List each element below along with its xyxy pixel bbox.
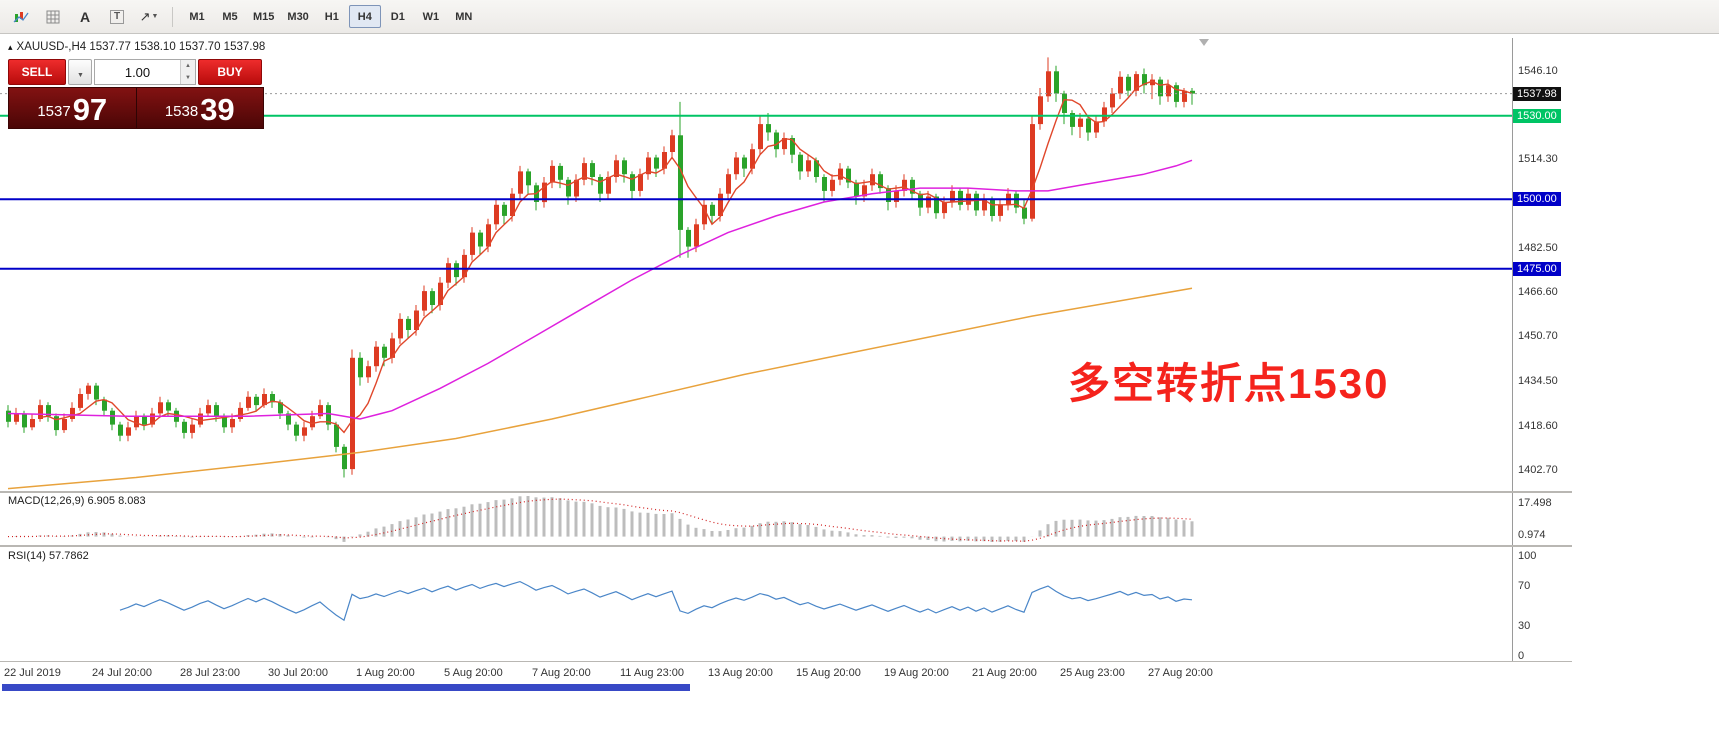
text-label-icon[interactable]: A (70, 4, 100, 30)
tf-button-m15[interactable]: M15 (253, 10, 275, 23)
chevron-down-icon: ▼ (151, 13, 159, 20)
macd-label: MACD(12,26,9) 6.905 8.083 (8, 495, 146, 507)
date-label: 24 Jul 20:00 (92, 667, 152, 679)
date-axis-border (0, 661, 1572, 662)
toolbar-separator (172, 6, 173, 27)
price-tag: 1530.00 (1513, 109, 1561, 123)
chevron-down-icon: ▼ (77, 71, 84, 79)
sell-price-pips: 97 (72, 92, 108, 127)
chart-header: ▴ XAUUSD-,H4 1537.77 1538.10 1537.70 1537… (8, 41, 265, 53)
buy-button[interactable]: BUY (198, 59, 262, 85)
sell-price-main: 1537 (37, 103, 71, 120)
price-axis-label: 1450.70 (1518, 330, 1558, 342)
date-label: 27 Aug 20:00 (1148, 667, 1213, 679)
indicators-icon-glyph (13, 11, 29, 22)
date-label: 21 Aug 20:00 (972, 667, 1037, 679)
panel-divider-rsi[interactable] (0, 545, 1572, 547)
letter-t-glyph: T (109, 9, 125, 24)
tf-button-mn[interactable]: MN (455, 10, 473, 23)
macd-name: MACD(12,26,9) (8, 495, 85, 507)
rsi-axis-label: 0 (1518, 650, 1525, 662)
macd-axis-label: 17.498 (1518, 497, 1552, 509)
rsi-axis-label: 100 (1518, 550, 1537, 562)
tf-button-m30[interactable]: M30 (287, 10, 309, 23)
date-label: 7 Aug 20:00 (532, 667, 591, 679)
date-label: 15 Aug 20:00 (796, 667, 861, 679)
bid-ask-display: 1537 97 1538 39 (8, 87, 264, 129)
chart-text-annotation: 多空转折点1530 (1068, 360, 1390, 407)
tf-button-h4[interactable]: H4 (348, 5, 381, 28)
timeframe-group: M1 M5 M15 M30 H1 H4 D1 W1 MN (181, 5, 481, 28)
macd-axis-label: 0.974 (1518, 529, 1546, 541)
drawing-tools-dropdown[interactable]: ↗ ▼ (134, 4, 164, 30)
letter-a-glyph: A (79, 8, 91, 25)
indicators-icon[interactable] (6, 4, 36, 30)
text-box-icon[interactable]: T (102, 4, 132, 30)
collapse-triangle-icon: ▴ (8, 42, 13, 52)
tf-button-d1[interactable]: D1 (390, 10, 405, 23)
rsi-name: RSI(14) (8, 550, 46, 562)
volume-spinner: ▲ ▼ (180, 60, 195, 84)
grid-icon[interactable] (38, 4, 68, 30)
date-label: 13 Aug 20:00 (708, 667, 773, 679)
price-axis-label: 1434.50 (1518, 375, 1558, 387)
date-label: 11 Aug 23:00 (620, 667, 685, 679)
sell-button[interactable]: SELL (8, 59, 66, 85)
price-axis-label: 1546.10 (1518, 65, 1558, 77)
one-click-trading-panel: SELL ▼ 1.00 ▲ ▼ BUY 1537 97 1538 39 (8, 59, 264, 129)
order-options-dropdown[interactable]: ▼ (68, 59, 92, 85)
tf-button-w1[interactable]: W1 (422, 10, 440, 23)
date-label: 25 Aug 23:00 (1060, 667, 1125, 679)
tf-button-m5[interactable]: M5 (222, 10, 238, 23)
date-label: 19 Aug 20:00 (884, 667, 949, 679)
buy-price-pips: 39 (200, 92, 235, 127)
price-tag: 1500.00 (1513, 192, 1561, 206)
buy-price-main: 1538 (164, 103, 199, 120)
trade-controls-row: SELL ▼ 1.00 ▲ ▼ BUY (8, 59, 264, 85)
rsi-axis-label: 30 (1518, 620, 1531, 632)
rsi-value: 57.7862 (48, 550, 89, 562)
price-axis-label: 1466.60 (1518, 286, 1558, 298)
sell-price[interactable]: 1537 97 (9, 88, 137, 128)
price-tag: 1537.98 (1513, 87, 1561, 101)
volume-down-button[interactable]: ▼ (181, 72, 195, 84)
date-label: 5 Aug 20:00 (444, 667, 503, 679)
date-label: 30 Jul 20:00 (268, 667, 328, 679)
price-axis-border (1512, 38, 1513, 662)
buy-price[interactable]: 1538 39 (137, 88, 264, 128)
chart-shift-marker (1199, 39, 1209, 46)
arrow-tool-icon: ↗ (139, 8, 151, 24)
price-axis-label: 1482.50 (1518, 242, 1558, 254)
macd-values: 6.905 8.083 (87, 495, 146, 507)
price-axis-label: 1514.30 (1518, 153, 1558, 165)
grid-icon-glyph (46, 10, 60, 23)
rsi-label: RSI(14) 57.7862 (8, 550, 89, 562)
chart-horizontal-scrollbar[interactable] (2, 684, 690, 691)
date-label: 22 Jul 2019 (4, 667, 61, 679)
price-tag: 1475.00 (1513, 262, 1561, 276)
ohlc-readout: XAUUSD-,H4 1537.77 1538.10 1537.70 1537.… (16, 41, 266, 53)
price-axis-label: 1402.70 (1518, 464, 1558, 476)
top-toolbar: A T ↗ ▼ M1 M5 M15 M30 H1 H4 D1 W1 MN (0, 0, 1719, 34)
date-label: 28 Jul 23:00 (180, 667, 240, 679)
tf-button-h1[interactable]: H1 (324, 10, 339, 23)
rsi-axis-label: 70 (1518, 580, 1531, 592)
tf-button-m1[interactable]: M1 (189, 10, 205, 23)
date-label: 1 Aug 20:00 (356, 667, 415, 679)
price-axis-label: 1418.60 (1518, 420, 1558, 432)
volume-value[interactable]: 1.00 (124, 64, 151, 80)
volume-stepper[interactable]: 1.00 ▲ ▼ (94, 59, 196, 85)
volume-up-button[interactable]: ▲ (181, 60, 195, 72)
panel-divider-macd[interactable] (0, 491, 1572, 493)
